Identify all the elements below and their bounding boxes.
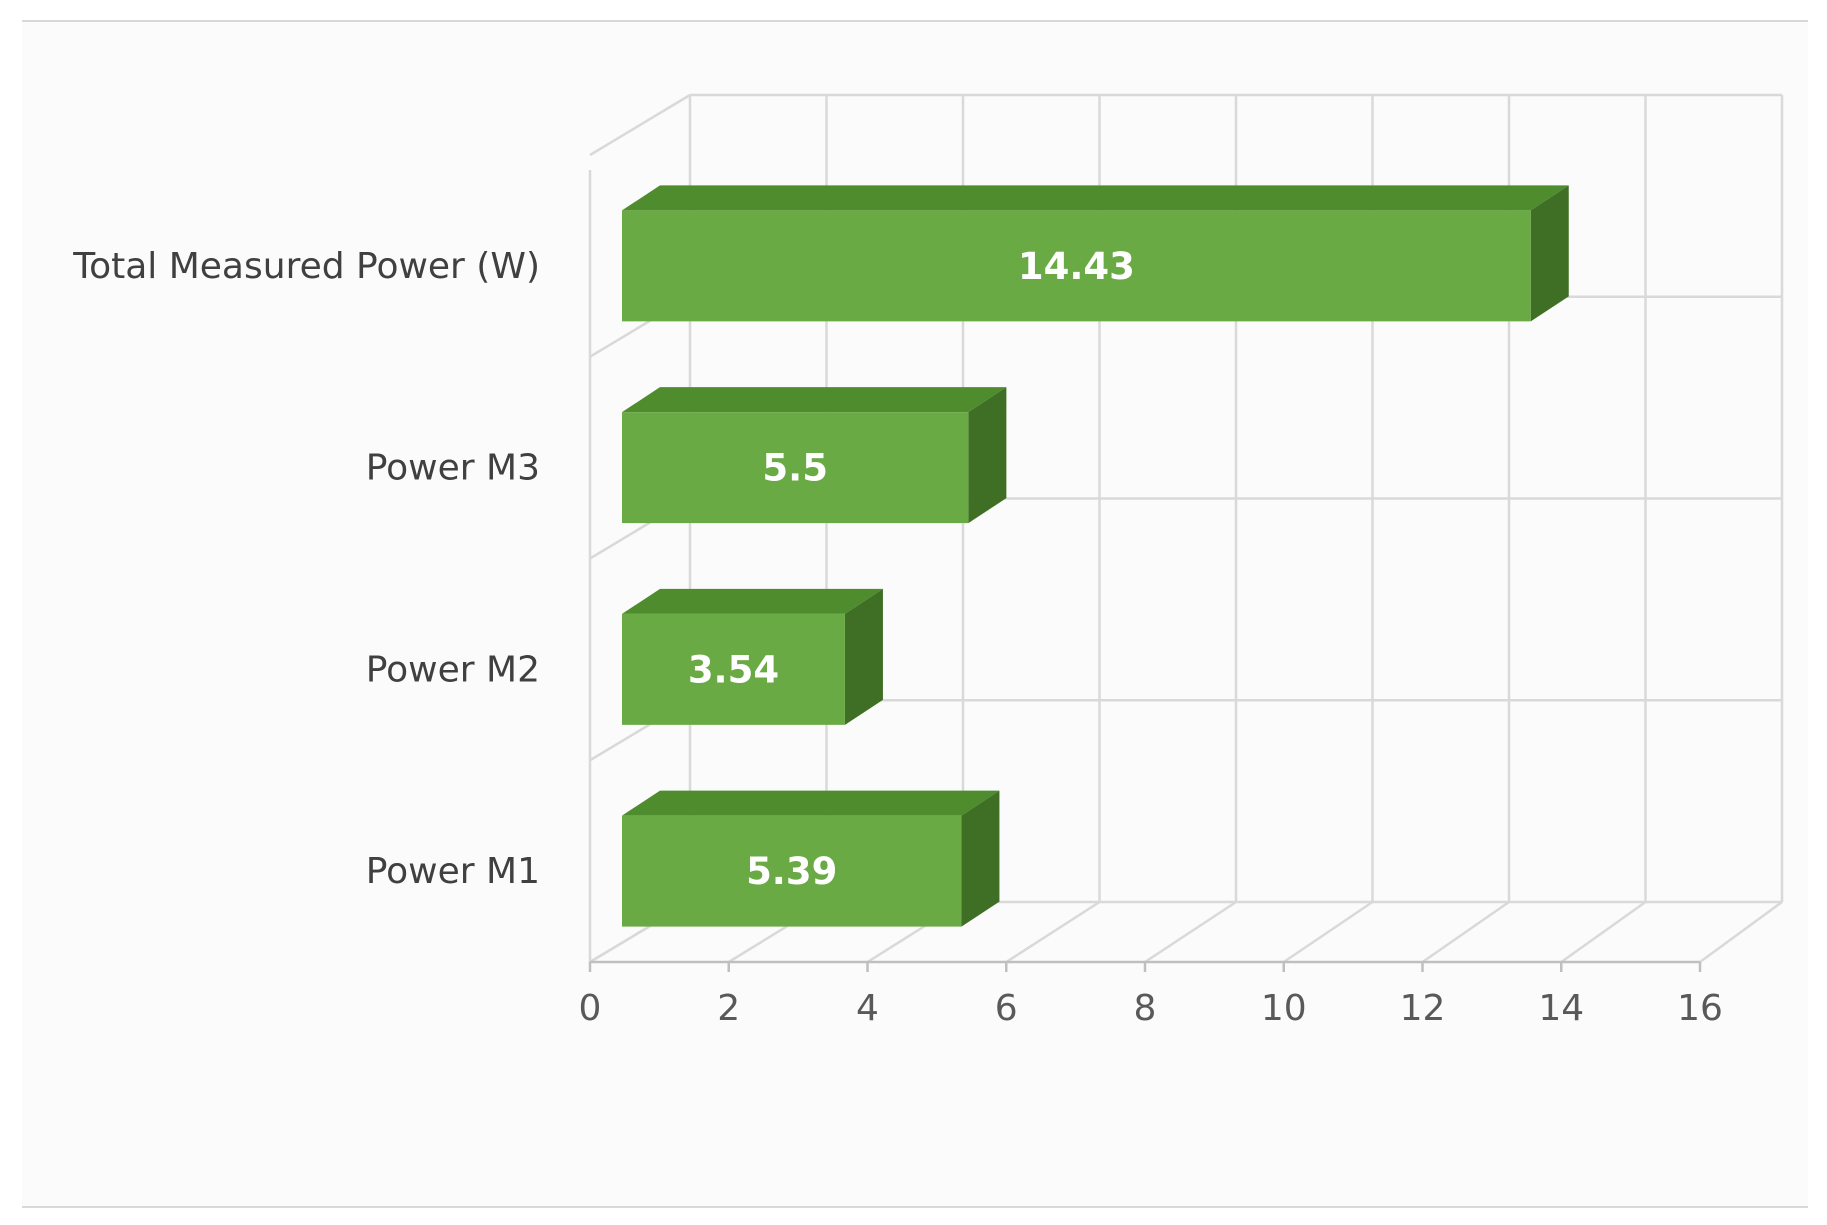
category-label: Power M2: [366, 649, 540, 690]
x-tick-label: 10: [1261, 988, 1307, 1029]
x-tick-label: 4: [856, 988, 879, 1029]
bar-top-face: [622, 387, 1007, 413]
x-tick-label: 12: [1400, 988, 1446, 1029]
bar-front-face: [622, 613, 845, 725]
bar-front-face: [622, 815, 962, 927]
category-label: Total Measured Power (W): [72, 246, 540, 287]
bar-side-face: [968, 387, 1007, 524]
floor-gridline: [1421, 900, 1510, 964]
bar-side-face: [1530, 185, 1569, 322]
x-tick-label: 6: [995, 988, 1018, 1029]
bar-top-face: [622, 588, 883, 614]
floor-gridline: [1560, 900, 1647, 964]
bar-side-face: [844, 588, 883, 725]
floor-gridline: [1699, 900, 1783, 964]
category-label: Power M1: [366, 851, 540, 892]
x-tick-label: 0: [579, 988, 602, 1029]
bar-power-m2: [622, 588, 883, 725]
x-tick-label: 16: [1677, 988, 1723, 1029]
bar-side-face: [961, 790, 1000, 927]
bar-top-face: [622, 790, 1000, 816]
x-tick-label: 14: [1538, 988, 1584, 1029]
floor-gridline: [1144, 900, 1237, 964]
bars-layer: [622, 185, 1569, 927]
bar-power-m3: [622, 387, 1007, 524]
bar-front-face: [622, 210, 1531, 322]
labels-layer: 0 2 4 6 8 10 12 14 16 14.43 Total Measured Power (…: [72, 245, 1723, 1029]
left-wall-gridline: [589, 93, 691, 157]
bar-data-label: 14.43: [1018, 245, 1135, 288]
bar-data-label: 5.39: [746, 850, 837, 893]
category-label: Power M3: [366, 448, 540, 489]
bar-data-label: 3.54: [688, 648, 779, 691]
floor-gridline: [1005, 900, 1101, 964]
bar-total-measured-power-w-: [622, 185, 1569, 322]
x-tick-label: 2: [717, 988, 740, 1029]
x-tick-label: 8: [1134, 988, 1157, 1029]
bar-front-face: [622, 412, 969, 524]
bar-top-face: [622, 185, 1569, 211]
bar-data-label: 5.5: [762, 447, 828, 490]
bar-power-m1: [622, 790, 1000, 927]
floor-gridline: [1283, 900, 1374, 964]
